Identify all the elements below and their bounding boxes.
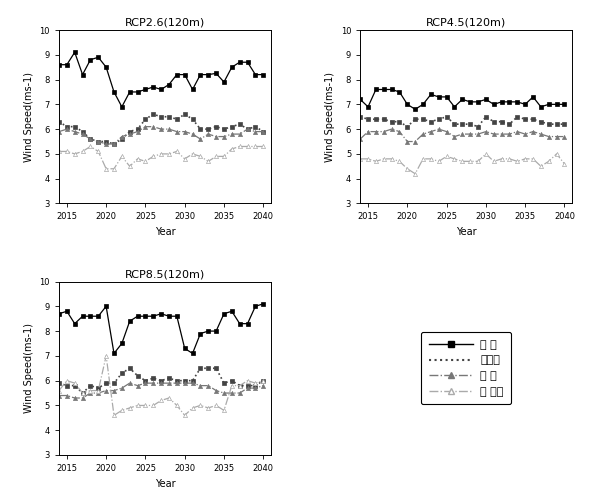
- X-axis label: Year: Year: [456, 227, 477, 237]
- Title: RCP8.5(120m): RCP8.5(120m): [125, 270, 205, 280]
- Legend: 한 경, 대관령, 염 앜, 서 남해: 한 경, 대관령, 염 앜, 서 남해: [421, 332, 512, 404]
- X-axis label: Year: Year: [155, 478, 175, 488]
- Y-axis label: Wind Speed(ms-1): Wind Speed(ms-1): [24, 72, 34, 162]
- Y-axis label: Wind Speed(ms-1): Wind Speed(ms-1): [24, 324, 34, 414]
- Y-axis label: Wind Speed(ms-1): Wind Speed(ms-1): [325, 72, 335, 162]
- Title: RCP4.5(120m): RCP4.5(120m): [426, 18, 506, 28]
- Title: RCP2.6(120m): RCP2.6(120m): [125, 18, 205, 28]
- X-axis label: Year: Year: [155, 227, 175, 237]
